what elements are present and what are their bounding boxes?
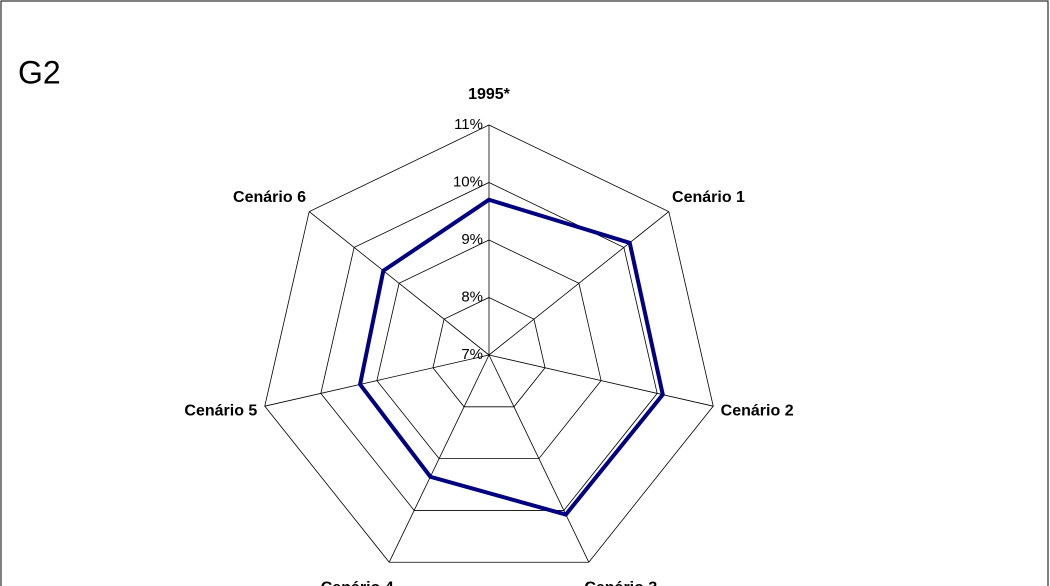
grid-ring	[264, 124, 714, 563]
r-tick-label: 7%	[461, 346, 483, 363]
category-label: Cenário 3	[584, 579, 657, 586]
grid-ring	[320, 182, 658, 511]
category-label: Cenário 6	[233, 189, 306, 206]
r-tick-label: 11%	[454, 116, 483, 133]
r-tick-label: 8%	[461, 288, 483, 305]
radial-axis	[488, 354, 714, 407]
grid-ring	[432, 297, 546, 408]
series-line	[357, 197, 665, 517]
category-label: Cenário 2	[721, 402, 794, 419]
chart-title: G2	[18, 54, 61, 90]
category-label: Cenário 4	[321, 579, 394, 586]
category-label: 1995*	[468, 86, 511, 103]
r-tick-label: 10%	[453, 173, 483, 190]
category-label: Cenário 5	[184, 402, 257, 419]
grid-ring	[376, 239, 602, 460]
radial-axis	[388, 354, 490, 563]
category-label: Cenário 1	[672, 189, 745, 206]
radial-axis	[488, 211, 670, 356]
r-tick-label: 9%	[461, 231, 483, 248]
radial-axis	[264, 354, 490, 407]
radial-axis	[308, 211, 490, 356]
radial-axis	[488, 354, 590, 563]
